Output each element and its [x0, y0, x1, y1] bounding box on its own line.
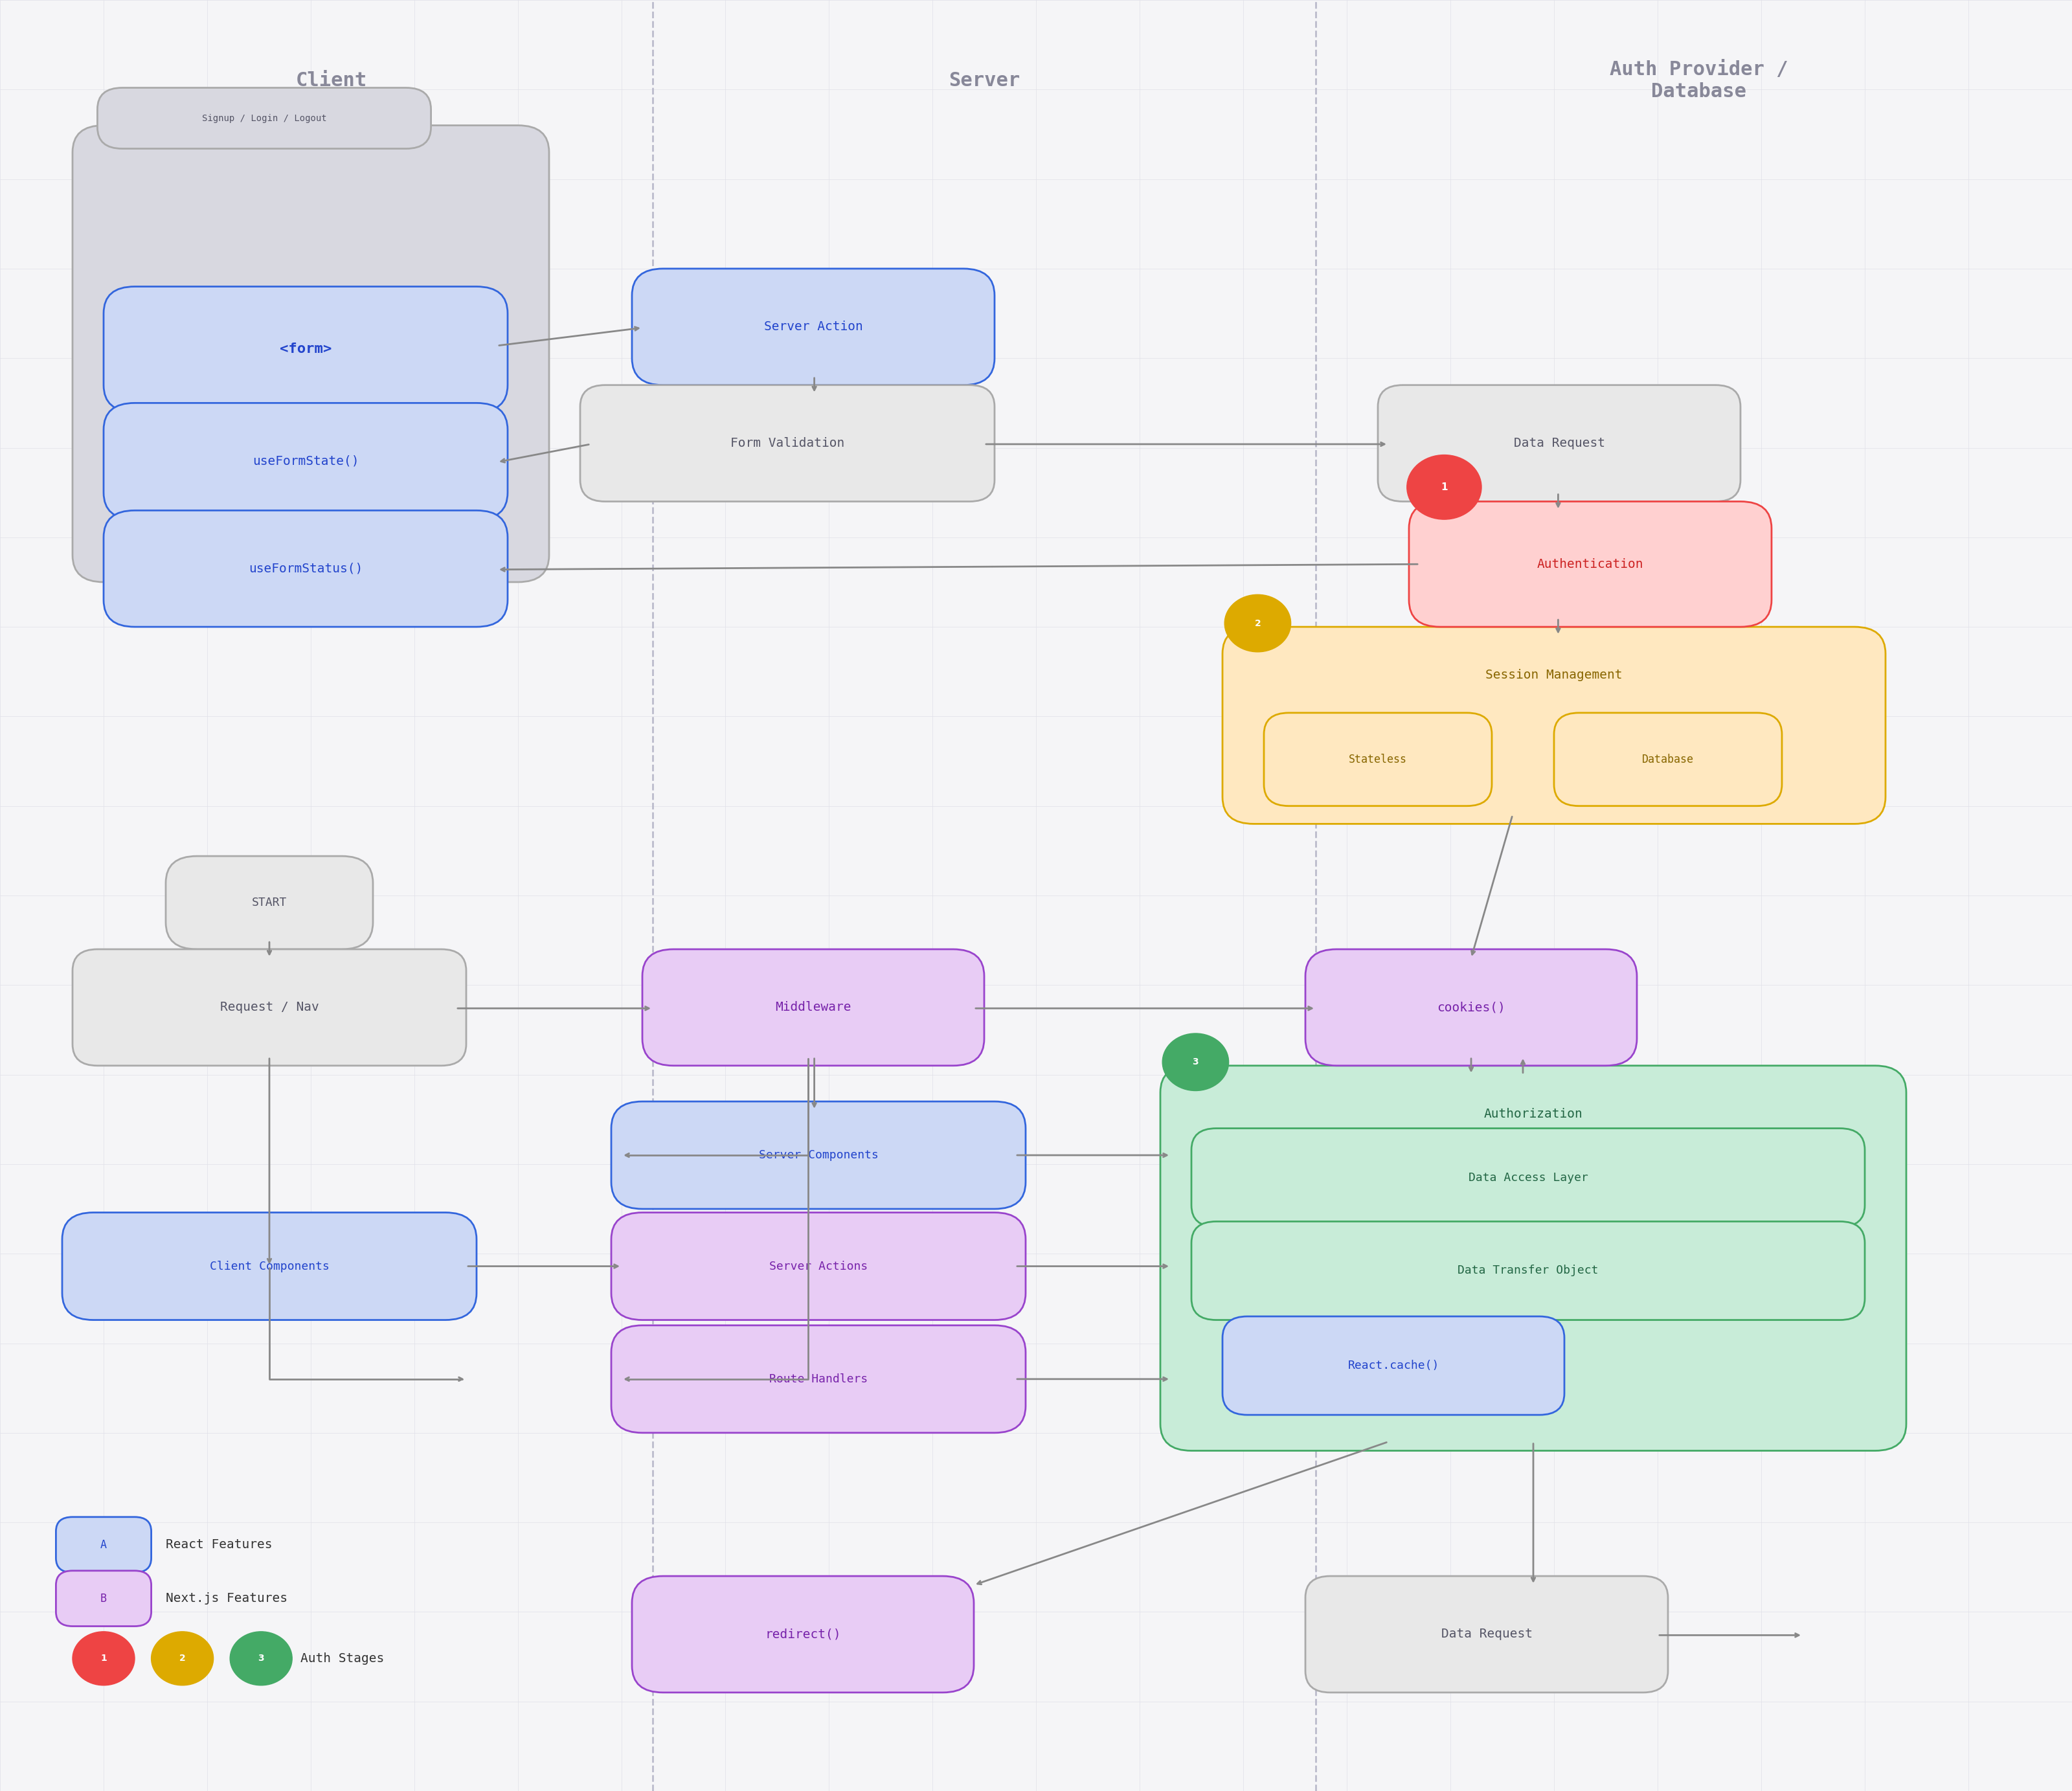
- Text: Data Request: Data Request: [1513, 437, 1606, 450]
- Text: 3: 3: [1191, 1057, 1200, 1067]
- FancyBboxPatch shape: [104, 510, 508, 627]
- Text: React.cache(): React.cache(): [1347, 1359, 1440, 1372]
- FancyBboxPatch shape: [1191, 1128, 1865, 1227]
- FancyBboxPatch shape: [97, 88, 431, 149]
- FancyBboxPatch shape: [611, 1325, 1026, 1433]
- Text: Server Actions: Server Actions: [769, 1261, 868, 1272]
- FancyBboxPatch shape: [73, 125, 549, 582]
- Circle shape: [151, 1632, 213, 1685]
- FancyBboxPatch shape: [1264, 713, 1492, 806]
- FancyBboxPatch shape: [611, 1213, 1026, 1320]
- Text: 2: 2: [1254, 618, 1262, 629]
- Text: Server Action: Server Action: [765, 321, 862, 333]
- Text: Data Request: Data Request: [1440, 1628, 1533, 1641]
- Text: Next.js Features: Next.js Features: [166, 1592, 288, 1605]
- Text: cookies(): cookies(): [1436, 1001, 1506, 1014]
- Text: Auth Stages: Auth Stages: [300, 1653, 383, 1664]
- Circle shape: [1225, 595, 1291, 652]
- FancyBboxPatch shape: [104, 287, 508, 412]
- Text: Server: Server: [949, 72, 1019, 90]
- Text: Database: Database: [1641, 754, 1695, 765]
- Text: useFormStatus(): useFormStatus(): [249, 562, 363, 575]
- FancyBboxPatch shape: [73, 949, 466, 1066]
- FancyBboxPatch shape: [1305, 949, 1637, 1066]
- Text: Session Management: Session Management: [1486, 670, 1622, 681]
- Text: 1: 1: [99, 1653, 108, 1664]
- FancyBboxPatch shape: [166, 856, 373, 949]
- FancyBboxPatch shape: [632, 1576, 974, 1692]
- Text: redirect(): redirect(): [765, 1628, 841, 1641]
- Text: Data Transfer Object: Data Transfer Object: [1459, 1264, 1598, 1277]
- FancyBboxPatch shape: [1160, 1066, 1906, 1451]
- Circle shape: [1407, 455, 1481, 519]
- Circle shape: [1162, 1033, 1229, 1091]
- Text: Request / Nav: Request / Nav: [220, 1001, 319, 1014]
- FancyBboxPatch shape: [611, 1101, 1026, 1209]
- FancyBboxPatch shape: [56, 1517, 151, 1572]
- Text: Client: Client: [296, 72, 367, 90]
- Text: Authentication: Authentication: [1537, 559, 1643, 570]
- Text: useFormState(): useFormState(): [253, 455, 358, 467]
- Text: Form Validation: Form Validation: [729, 437, 845, 450]
- Text: B: B: [99, 1592, 108, 1605]
- Text: Stateless: Stateless: [1349, 754, 1407, 765]
- FancyBboxPatch shape: [1378, 385, 1740, 501]
- FancyBboxPatch shape: [632, 269, 995, 385]
- Text: Server Components: Server Components: [758, 1150, 879, 1161]
- Text: Route Handlers: Route Handlers: [769, 1374, 868, 1384]
- FancyBboxPatch shape: [1409, 501, 1772, 627]
- Text: A: A: [99, 1538, 108, 1551]
- FancyBboxPatch shape: [1305, 1576, 1668, 1692]
- Circle shape: [230, 1632, 292, 1685]
- Text: 2: 2: [178, 1653, 186, 1664]
- FancyBboxPatch shape: [1554, 713, 1782, 806]
- Text: Auth Provider /
Database: Auth Provider / Database: [1610, 61, 1788, 100]
- FancyBboxPatch shape: [1222, 1316, 1564, 1415]
- Text: Middleware: Middleware: [775, 1001, 852, 1014]
- FancyBboxPatch shape: [56, 1571, 151, 1626]
- Circle shape: [73, 1632, 135, 1685]
- Text: Authorization: Authorization: [1484, 1109, 1583, 1119]
- Text: React Features: React Features: [166, 1538, 271, 1551]
- FancyBboxPatch shape: [62, 1213, 477, 1320]
- FancyBboxPatch shape: [1191, 1221, 1865, 1320]
- Text: <form>: <form>: [280, 342, 332, 356]
- Text: 3: 3: [257, 1653, 265, 1664]
- FancyBboxPatch shape: [1222, 627, 1886, 824]
- Text: Signup / Login / Logout: Signup / Login / Logout: [201, 113, 327, 124]
- Text: Client Components: Client Components: [209, 1261, 329, 1272]
- FancyBboxPatch shape: [642, 949, 984, 1066]
- Text: Data Access Layer: Data Access Layer: [1469, 1171, 1587, 1184]
- Text: 1: 1: [1440, 482, 1448, 493]
- FancyBboxPatch shape: [104, 403, 508, 519]
- Text: START: START: [253, 897, 286, 908]
- FancyBboxPatch shape: [580, 385, 995, 501]
